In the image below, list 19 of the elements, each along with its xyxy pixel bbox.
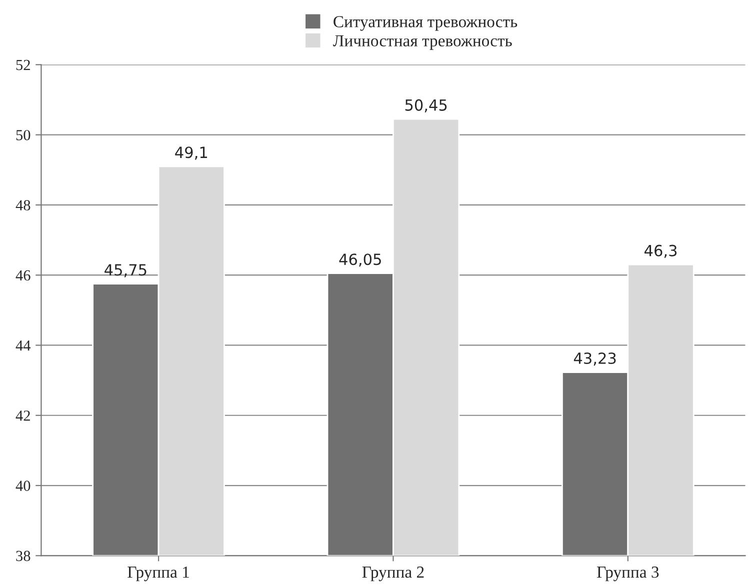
data-label: 46,05 — [339, 254, 381, 267]
data-label: 45,75 — [104, 264, 146, 278]
y-tick-label: 46 — [16, 270, 30, 281]
x-tick-label: Группа 2 — [362, 566, 424, 582]
data-label: 46,3 — [644, 244, 677, 258]
data-label: 50,45 — [405, 99, 447, 112]
y-tick-label: 38 — [16, 550, 30, 562]
y-tick-label: 48 — [16, 200, 30, 210]
y-tick-label: 50 — [16, 130, 30, 140]
legend-label: Ситуативная тревожность — [334, 16, 518, 31]
legend-label: Личностная тревожность — [333, 35, 512, 50]
y-tick-label: 40 — [16, 480, 30, 491]
y-tick-label: 52 — [16, 60, 30, 70]
y-tick-label: 42 — [16, 410, 30, 421]
x-tick-label: Группа 3 — [597, 566, 659, 582]
data-label: 49,1 — [175, 146, 207, 160]
x-tick-label: Группа 1 — [128, 566, 189, 582]
y-tick-label: 44 — [16, 340, 31, 351]
data-label: 43,23 — [574, 352, 616, 366]
